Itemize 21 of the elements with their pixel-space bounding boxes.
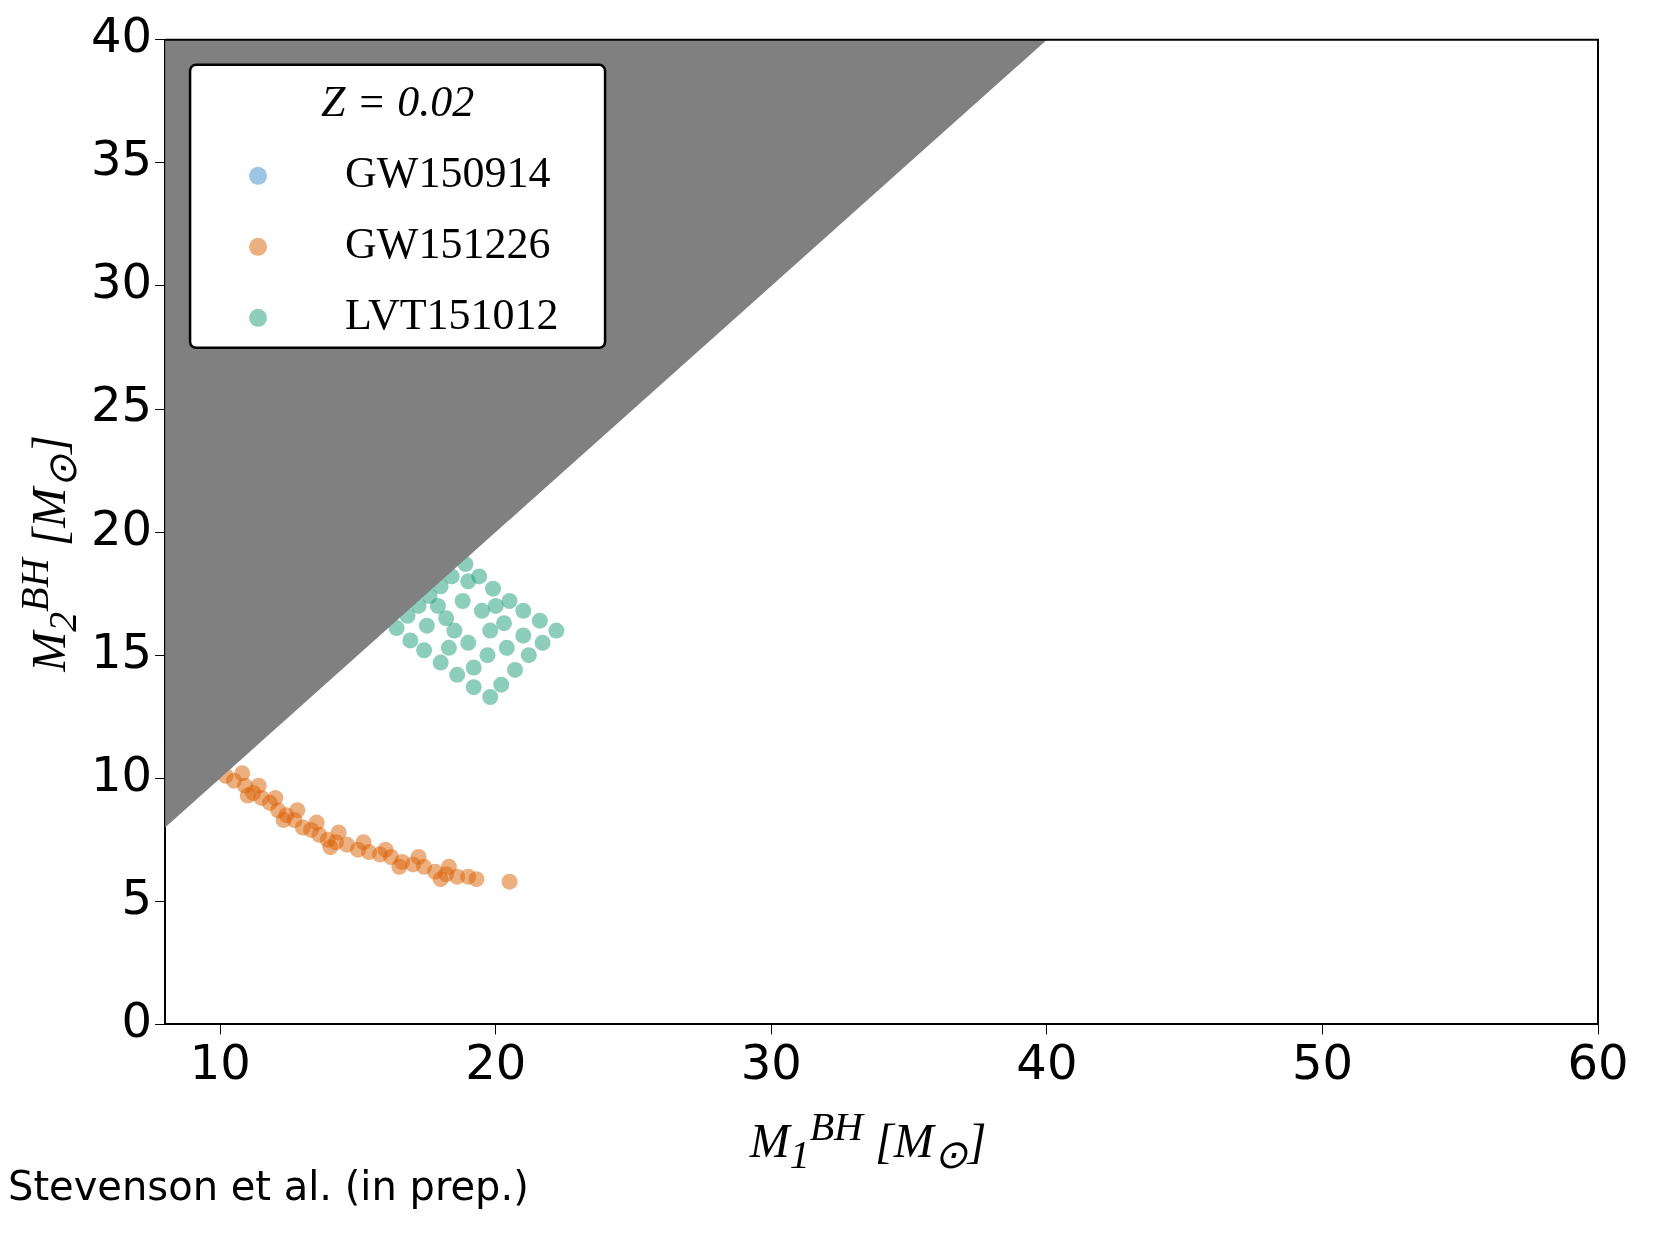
y-tick-label: 35 <box>91 130 153 187</box>
y-tick-label: 20 <box>91 499 153 556</box>
text: Stevenson et al. (in prep.) <box>8 1163 529 1209</box>
legend-label: GW151226 <box>345 219 551 269</box>
y-tick-label: 25 <box>91 376 153 433</box>
y-tick-label: 40 <box>91 7 153 64</box>
x-tick-label: 20 <box>465 1033 527 1090</box>
y-tick-label: 15 <box>91 622 153 679</box>
y-tick-label: 0 <box>121 991 153 1048</box>
y-tick-label: 10 <box>91 745 153 802</box>
y-tick-label: 30 <box>91 253 153 310</box>
legend-label: GW150914 <box>345 148 551 198</box>
x-tick-label: 10 <box>189 1033 251 1090</box>
x-tick-label: 50 <box>1291 1033 1353 1090</box>
legend-title: Z = 0.02 <box>320 77 475 127</box>
x-axis-title: M$_{1}$$^{BH}$ [M$_{⊙}$] <box>749 1104 987 1177</box>
legend-label: LVT151012 <box>345 290 559 340</box>
y-tick-label: 5 <box>121 868 153 925</box>
x-tick-label: 30 <box>740 1033 802 1090</box>
x-tick-label: 60 <box>1567 1033 1629 1090</box>
x-tick-label: 40 <box>1016 1033 1078 1090</box>
